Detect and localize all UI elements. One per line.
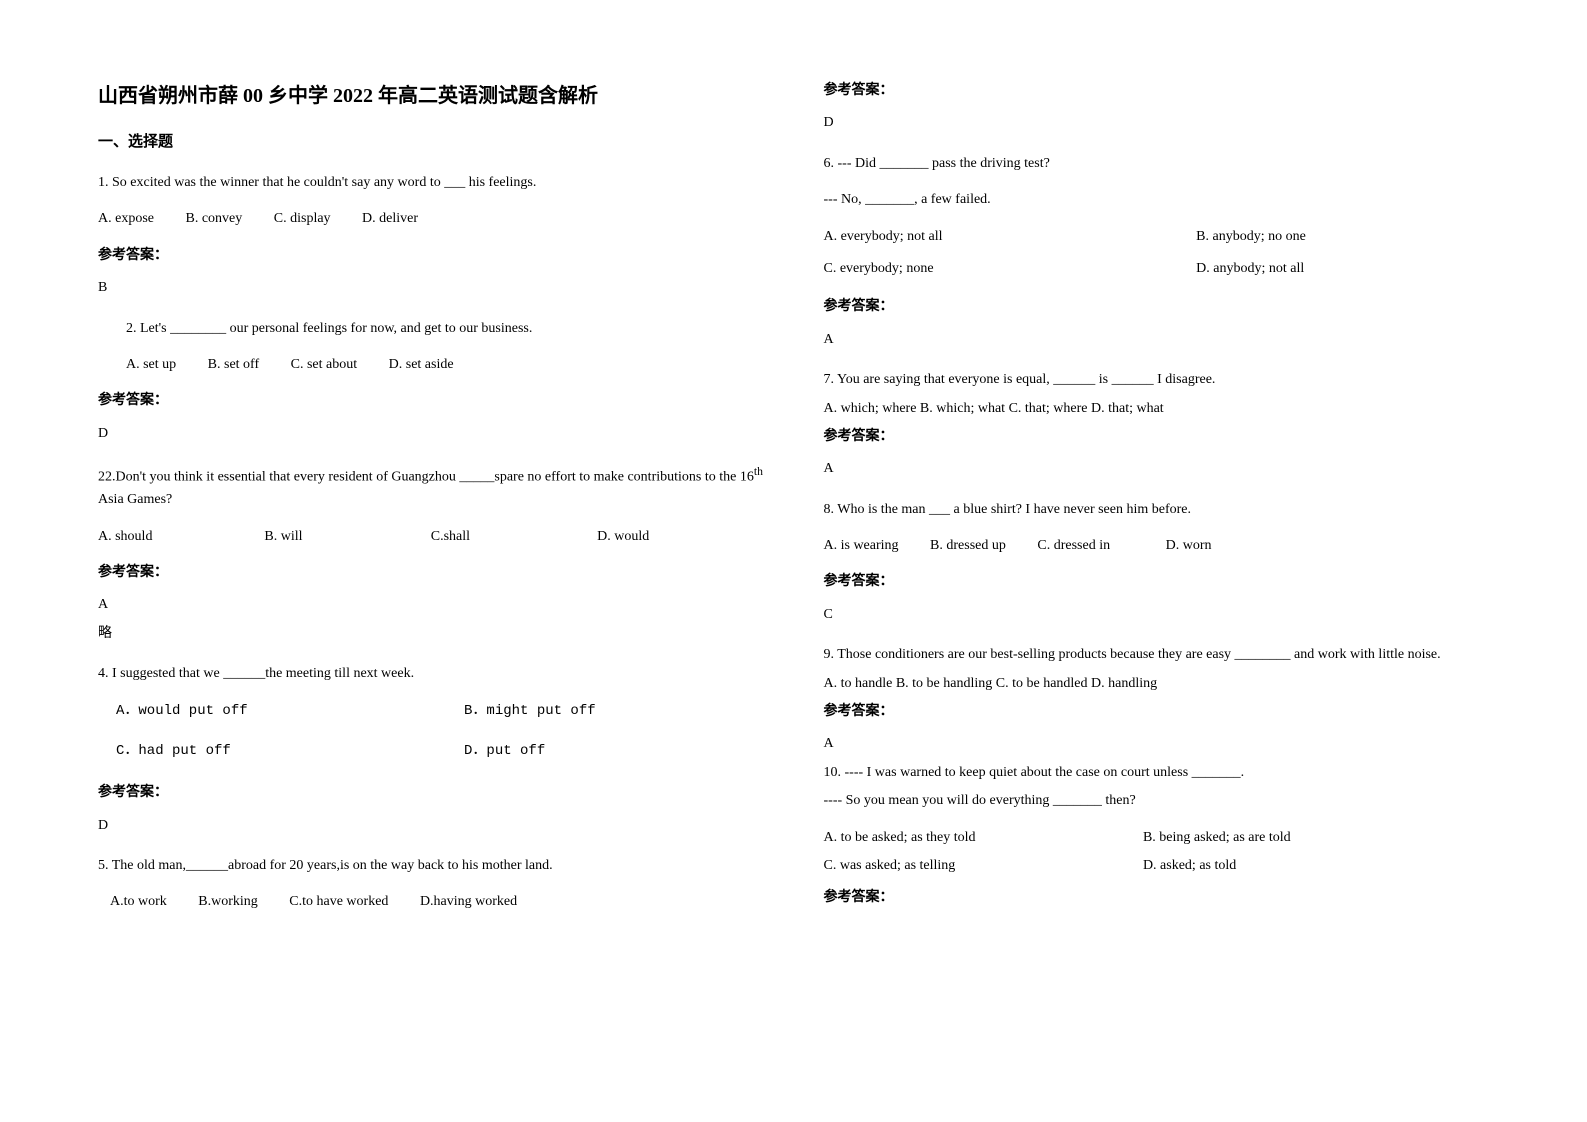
q9-text: 9. Those conditioners are our best-selli… [824, 644, 1490, 666]
q10-options-row1: A. to be asked; as they told B. being as… [824, 827, 1490, 849]
document-title: 山西省朔州市薛 00 乡中学 2022 年高二英语测试题含解析 [98, 80, 764, 112]
q10-line2: ---- So you mean you will do everything … [824, 790, 1490, 812]
q3-opt-b: B. will [264, 526, 402, 548]
q8-opt-d: D. worn [1166, 538, 1212, 553]
q7-answer-label: 参考答案： [824, 426, 1490, 448]
q10-answer-label: 参考答案： [824, 887, 1490, 909]
q1-opt-d: D. deliver [362, 211, 418, 226]
q2-text: 2. Let's ________ our personal feelings … [98, 318, 764, 340]
q7-options: A. which; where B. which; what C. that; … [824, 398, 1490, 420]
q4-answer-label: 参考答案： [98, 782, 764, 804]
q1-answer-label: 参考答案： [98, 245, 764, 267]
q5-opt-c: C.to have worked [289, 894, 388, 909]
q2-opt-d: D. set aside [389, 357, 454, 372]
q1-opt-a: A. expose [98, 211, 154, 226]
q7-answer: A [824, 458, 1490, 480]
q3-opt-d: D. would [597, 526, 735, 548]
q6-answer: A [824, 329, 1490, 351]
q1-opt-c: C. display [274, 211, 331, 226]
q6-opt-a: A. everybody; not all [824, 226, 1197, 248]
q8-opt-a: A. is wearing [824, 538, 899, 553]
q1-options: A. expose B. convey C. display D. delive… [98, 208, 764, 230]
q8-options: A. is wearing B. dressed up C. dressed i… [824, 535, 1490, 557]
q6-line1: 6. --- Did _______ pass the driving test… [824, 153, 1490, 175]
q2-answer: D [98, 423, 764, 445]
q9-options: A. to handle B. to be handling C. to be … [824, 673, 1490, 695]
q3-answer: A [98, 594, 764, 616]
q4-opt-c: C．had put off [98, 740, 464, 762]
q5-opt-a: A.to work [110, 894, 167, 909]
q4-opt-b: B．might put off [464, 700, 596, 722]
q1-opt-b: B. convey [186, 211, 243, 226]
section-heading: 一、选择题 [98, 130, 764, 154]
q5-answer: D [824, 112, 1490, 134]
q3-sup: th [754, 465, 763, 478]
q5-text: 5. The old man,______abroad for 20 years… [98, 855, 764, 877]
q4-opt-a: A．would put off [98, 700, 464, 722]
right-column: 参考答案： D 6. --- Did _______ pass the driv… [824, 80, 1490, 928]
q4-options: A．would put off B．might put off C．had pu… [98, 700, 764, 763]
q3-opt-c: C.shall [431, 526, 569, 548]
q3-note: 略 [98, 623, 764, 645]
q9-answer-label: 参考答案： [824, 701, 1490, 723]
q10-line1: 10. ---- I was warned to keep quiet abou… [824, 762, 1490, 784]
q6-line2: --- No, _______, a few failed. [824, 189, 1490, 211]
q3-opt-a: A. should [98, 526, 236, 548]
q3-answer-label: 参考答案： [98, 562, 764, 584]
q8-answer-label: 参考答案： [824, 571, 1490, 593]
q8-opt-c: C. dressed in [1037, 538, 1110, 553]
q5-options: A.to work B.working C.to have worked D.h… [98, 891, 764, 913]
q3-text-part2: Asia Games? [98, 492, 172, 507]
q4-opt-d: D．put off [464, 740, 545, 762]
q10-opt-a: A. to be asked; as they told [824, 827, 1143, 849]
q1-text: 1. So excited was the winner that he cou… [98, 172, 764, 194]
q6-answer-label: 参考答案： [824, 296, 1490, 318]
q2-opt-c: C. set about [291, 357, 358, 372]
q4-text: 4. I suggested that we ______the meeting… [98, 663, 764, 685]
q9-answer: A [824, 733, 1490, 755]
q10-opt-c: C. was asked; as telling [824, 855, 1143, 877]
q3-text-part1: 22.Don't you think it essential that eve… [98, 470, 754, 485]
q6-opt-d: D. anybody; not all [1196, 258, 1304, 280]
page-container: 山西省朔州市薛 00 乡中学 2022 年高二英语测试题含解析 一、选择题 1.… [98, 80, 1489, 928]
q8-opt-b: B. dressed up [930, 538, 1006, 553]
q2-opt-b: B. set off [208, 357, 259, 372]
q6-opt-b: B. anybody; no one [1196, 226, 1306, 248]
q8-text: 8. Who is the man ___ a blue shirt? I ha… [824, 499, 1490, 521]
q2-answer-label: 参考答案： [98, 390, 764, 412]
q5-opt-b: B.working [198, 894, 258, 909]
q4-answer: D [98, 815, 764, 837]
q8-answer: C [824, 604, 1490, 626]
q1-answer: B [98, 277, 764, 299]
q10-opt-b: B. being asked; as are told [1143, 827, 1291, 849]
q10-opt-d: D. asked; as told [1143, 855, 1236, 877]
q2-options: A. set up B. set off C. set about D. set… [98, 354, 764, 376]
q5-opt-d: D.having worked [420, 894, 517, 909]
q6-opt-c: C. everybody; none [824, 258, 1197, 280]
q6-options-row1: A. everybody; not all B. anybody; no one [824, 226, 1490, 248]
q6-options-row2: C. everybody; none D. anybody; not all [824, 258, 1490, 280]
q2-opt-a: A. set up [126, 357, 176, 372]
q5-answer-label: 参考答案： [824, 80, 1490, 102]
q10-options-row2: C. was asked; as telling D. asked; as to… [824, 855, 1490, 877]
q7-text: 7. You are saying that everyone is equal… [824, 369, 1490, 391]
left-column: 山西省朔州市薛 00 乡中学 2022 年高二英语测试题含解析 一、选择题 1.… [98, 80, 764, 928]
q3-text: 22.Don't you think it essential that eve… [98, 463, 764, 511]
q3-options: A. should B. will C.shall D. would [98, 526, 764, 548]
